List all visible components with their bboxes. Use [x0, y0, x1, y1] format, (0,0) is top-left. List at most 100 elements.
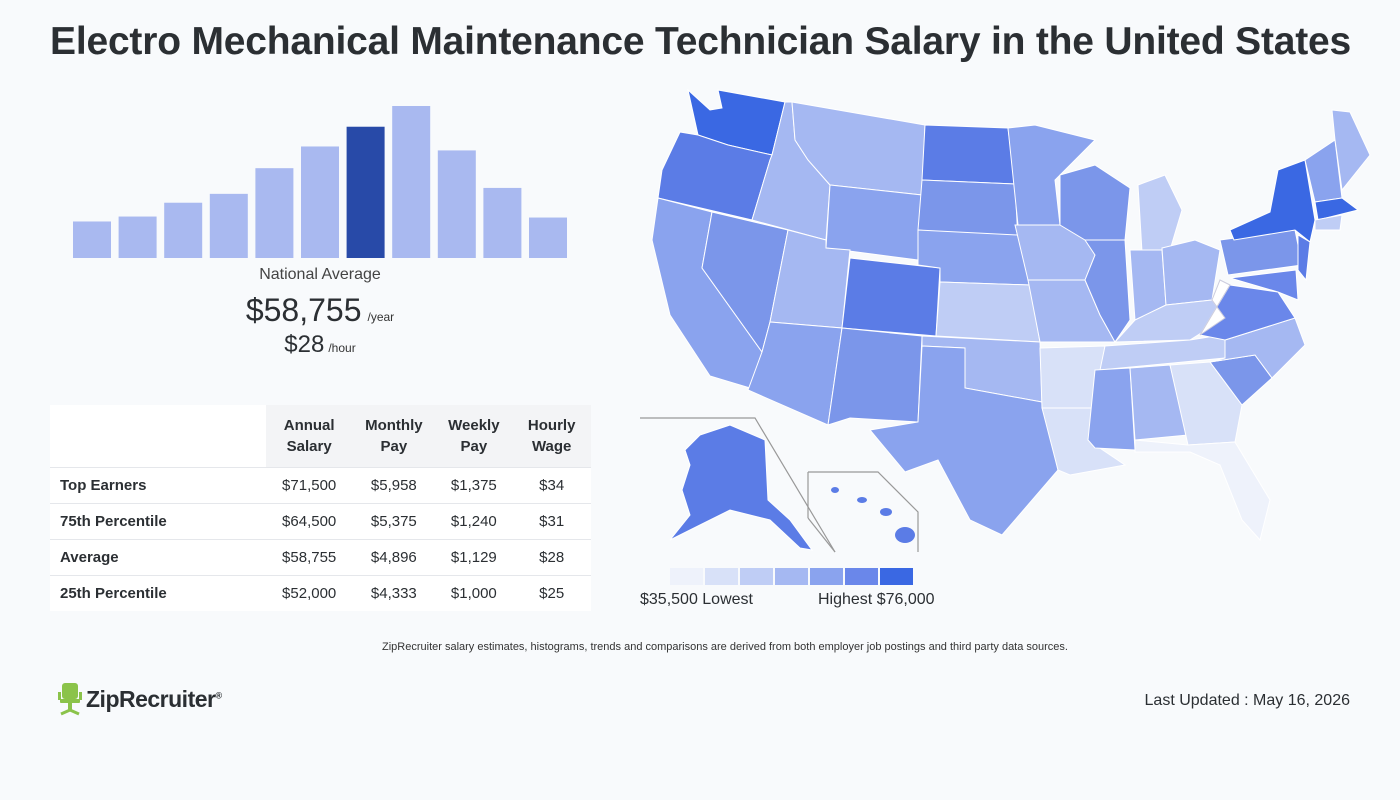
- cell-hourly: $28: [512, 539, 591, 576]
- hawaii-inset-border: [808, 471, 919, 552]
- last-updated: Last Updated : May 16, 2026: [1144, 692, 1350, 709]
- logo-name: ZipRecruiter: [86, 685, 216, 712]
- histogram-bar: [301, 146, 339, 258]
- state-mississippi: [1087, 367, 1136, 451]
- legend-swatch-4: [775, 568, 808, 585]
- state-kansas: [935, 281, 1041, 343]
- state-michigan: [1137, 174, 1183, 253]
- table-row: Average $58,755 $4,896 $1,129 $28: [50, 539, 591, 576]
- logo-registered-mark: ®: [215, 689, 222, 700]
- row-label: 75th Percentile: [50, 503, 266, 540]
- state-arizona: [747, 321, 843, 426]
- salary-table: Annual Salary Monthly Pay Weekly Pay Hou…: [50, 405, 591, 611]
- state-new-york: [1229, 159, 1316, 243]
- cell-hourly: $31: [512, 503, 591, 540]
- hawaii-island-oahu: [857, 497, 867, 503]
- histogram-bar-highlighted: [346, 126, 385, 259]
- chair-logo-icon: [58, 683, 82, 716]
- hawaii-inset-diagonal: [807, 517, 836, 553]
- table-header-weekly: Weekly Pay: [435, 405, 513, 468]
- cell-monthly: $4,896: [352, 539, 436, 576]
- map-color-legend: [670, 568, 913, 585]
- row-label: 25th Percentile: [50, 575, 266, 611]
- row-label: Top Earners: [50, 467, 266, 504]
- state-new-mexico: [827, 327, 923, 426]
- table-row: Top Earners $71,500 $5,958 $1,375 $34: [50, 467, 591, 504]
- cell-annual: $64,500: [266, 503, 353, 540]
- histogram-bar: [209, 193, 248, 258]
- cell-annual: $52,000: [266, 575, 353, 611]
- hawaii-island-big: [895, 527, 915, 543]
- us-salary-map: [640, 88, 1371, 553]
- hourly-value: $28: [284, 331, 325, 358]
- histogram-bar: [255, 168, 294, 258]
- inset-callouts: [640, 417, 919, 553]
- legend-low-label: $35,500 Lowest: [640, 591, 753, 608]
- row-label: Average: [50, 539, 266, 576]
- state-alaska: [669, 424, 814, 551]
- hourly-unit: /hour: [328, 341, 356, 355]
- cell-weekly: $1,129: [435, 539, 513, 576]
- state-illinois: [1084, 239, 1131, 343]
- state-ohio: [1161, 239, 1221, 306]
- legend-swatch-7: [880, 568, 913, 585]
- state-wisconsin: [1059, 164, 1131, 241]
- annual-unit: /year: [367, 310, 395, 324]
- salary-histogram: [73, 106, 567, 259]
- cell-annual: $71,500: [266, 467, 353, 504]
- hourly-average: $28/hour: [60, 331, 580, 359]
- histogram-bar: [392, 106, 431, 258]
- ziprecruiter-logo[interactable]: ZipRecruiter®: [58, 682, 222, 716]
- histogram-bar: [164, 202, 203, 258]
- cell-hourly: $25: [512, 575, 591, 611]
- state-maine: [1331, 109, 1371, 192]
- legend-swatch-5: [810, 568, 843, 585]
- cell-hourly: $34: [512, 467, 591, 504]
- table-header-blank: [50, 405, 266, 468]
- footnote: ZipRecruiter salary estimates, histogram…: [382, 641, 1068, 653]
- cell-monthly: $5,958: [352, 467, 436, 504]
- state-north-carolina: [1209, 317, 1306, 379]
- state-florida: [1134, 439, 1271, 542]
- state-west-virginia: [1199, 279, 1231, 336]
- cell-monthly: $4,333: [352, 575, 436, 611]
- table-row: 75th Percentile $64,500 $5,375 $1,240 $3…: [50, 503, 591, 540]
- table-header-row: Annual Salary Monthly Pay Weekly Pay Hou…: [50, 405, 591, 468]
- legend-swatch-1: [670, 568, 703, 585]
- state-maryland-delaware: [1229, 269, 1299, 301]
- state-massachusetts: [1314, 197, 1360, 221]
- table-row: 25th Percentile $52,000 $4,333 $1,000 $2…: [50, 575, 591, 611]
- state-connecticut-rhode-island: [1314, 214, 1343, 231]
- national-average-label: National Average: [259, 266, 381, 283]
- cell-annual: $58,755: [266, 539, 353, 576]
- annual-value: $58,755: [245, 292, 362, 328]
- contiguous-us-states: [651, 88, 1371, 542]
- state-georgia: [1169, 361, 1243, 446]
- histogram-bar: [483, 187, 522, 258]
- state-north-dakota: [921, 124, 1016, 185]
- histogram-bar: [73, 221, 111, 258]
- cell-weekly: $1,000: [435, 575, 513, 611]
- hawaii-island-kauai: [831, 487, 839, 493]
- state-colorado: [841, 257, 941, 337]
- state-texas: [869, 345, 1059, 536]
- legend-high-label: Highest $76,000: [818, 591, 935, 608]
- page-title: Electro Mechanical Maintenance Technicia…: [50, 20, 1352, 63]
- cell-weekly: $1,375: [435, 467, 513, 504]
- histogram-bar: [437, 150, 476, 258]
- legend-swatch-2: [705, 568, 738, 585]
- state-hawaii: [831, 487, 915, 543]
- cell-weekly: $1,240: [435, 503, 513, 540]
- table-header-annual: Annual Salary: [266, 405, 353, 468]
- hawaii-island-maui: [880, 508, 892, 516]
- histogram-bar: [118, 216, 157, 258]
- legend-swatch-6: [845, 568, 878, 585]
- table-header-monthly: Monthly Pay: [352, 405, 436, 468]
- logo-wordmark: ZipRecruiter®: [86, 686, 222, 713]
- cell-monthly: $5,375: [352, 503, 436, 540]
- state-new-jersey: [1297, 234, 1311, 282]
- annual-average: $58,755/year: [60, 292, 580, 329]
- legend-swatch-3: [740, 568, 773, 585]
- table-header-hourly: Hourly Wage: [512, 405, 591, 468]
- histogram-bar: [529, 217, 567, 258]
